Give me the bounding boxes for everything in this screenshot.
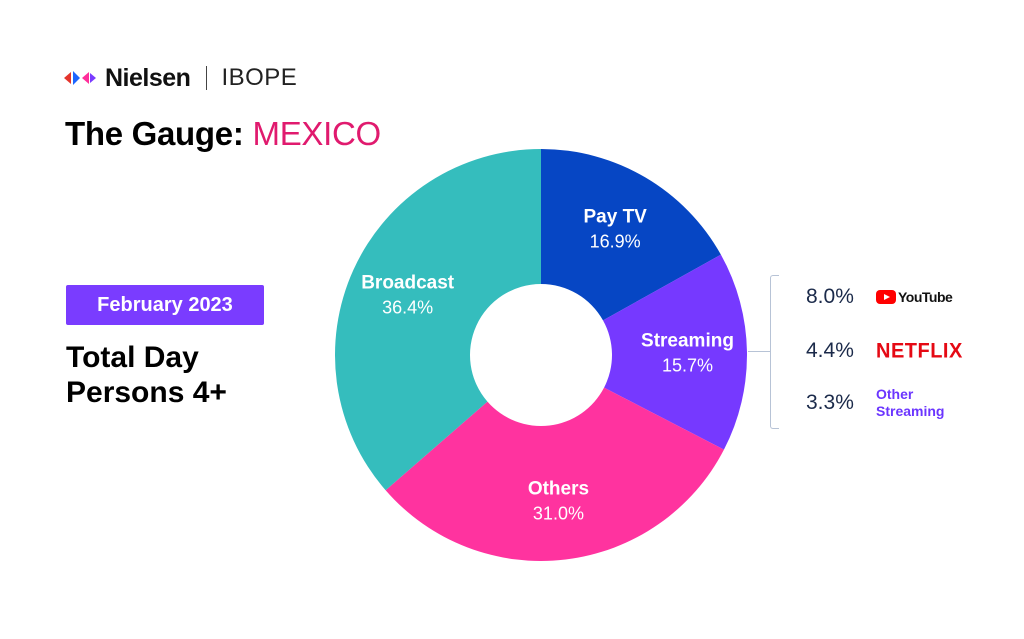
breakdown-row-youtube: 8.0% YouTube (806, 282, 953, 312)
nielsen-logo-icon (64, 71, 96, 85)
audience-line-1: Total Day (66, 341, 199, 374)
breakdown-row-other-streaming: 3.3% Other Streaming (806, 386, 966, 419)
breakdown-row-netflix: 4.4% NETFLIX (806, 336, 963, 366)
breakdown-bracket (770, 275, 779, 429)
slice-broadcast (334, 149, 541, 491)
breakdown-value: 3.3% (806, 391, 854, 414)
breakdown-connector (748, 351, 770, 352)
brand-name: Nielsen (105, 63, 191, 92)
chart-title-country: MEXICO (252, 115, 382, 152)
breakdown-label: YouTube (898, 289, 953, 305)
slice-streaming (603, 254, 747, 450)
brand-partner: IBOPE (221, 64, 298, 91)
breakdown-label: Other Streaming (876, 386, 945, 419)
chart-title: The Gauge: MEXICO (65, 115, 381, 153)
youtube-play-icon (876, 290, 896, 304)
slice-pay-tv (541, 149, 721, 321)
netflix-logo: NETFLIX (876, 338, 963, 363)
breakdown-value: 8.0% (806, 285, 854, 308)
slice-label-others: Others (528, 478, 589, 499)
audience-label: Total Day Persons 4+ (66, 340, 227, 410)
audience-line-2: Persons 4+ (66, 376, 227, 409)
slice-value-others: 31.0% (533, 503, 584, 523)
slice-label-pay-tv: Pay TV (583, 207, 647, 228)
slice-value-pay-tv: 16.9% (590, 232, 641, 252)
slice-label-broadcast: Broadcast (361, 272, 455, 293)
slice-others (385, 387, 724, 561)
slice-value-broadcast: 36.4% (382, 297, 433, 317)
brand-header: Nielsen IBOPE (64, 63, 297, 93)
chart-title-main: The Gauge: (65, 115, 244, 152)
slice-label-streaming: Streaming (641, 331, 734, 352)
slice-value-streaming: 15.7% (662, 356, 713, 376)
brand-divider (206, 66, 208, 90)
youtube-logo: YouTube (876, 289, 953, 305)
breakdown-value: 4.4% (806, 339, 854, 362)
period-badge: February 2023 (66, 285, 264, 325)
